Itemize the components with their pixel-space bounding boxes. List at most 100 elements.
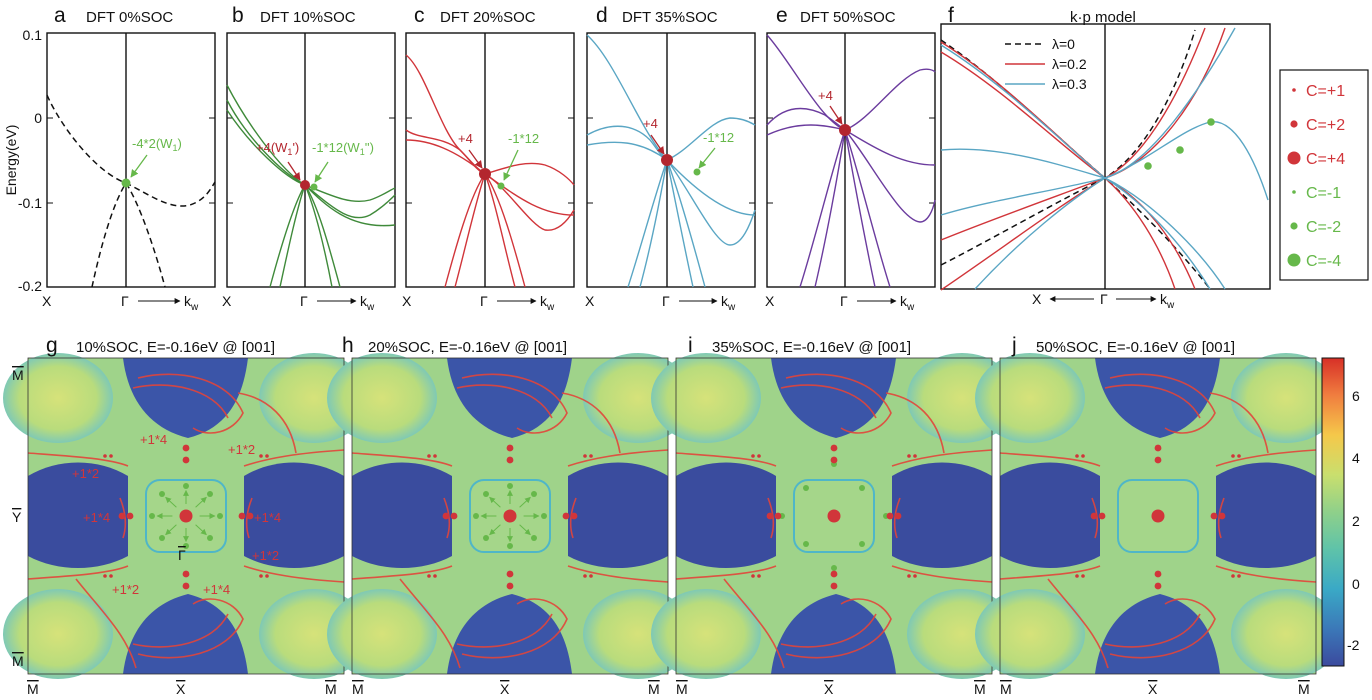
fs-arc-1 (780, 384, 877, 419)
panel-e: +4 (766, 32, 936, 288)
fs-weyl-red-pair-a-2 (1154, 444, 1162, 452)
fs-arc-3 (351, 452, 453, 467)
energy-tick-0: 0 (34, 110, 42, 126)
kp-weyl-3 (1207, 118, 1215, 126)
fs-weyl-red-small-a-1 (1231, 454, 1235, 458)
fs-arc-2 (1209, 392, 1269, 454)
band-c-3 (405, 139, 575, 216)
fs-weyl-red-small-b-3 (1237, 574, 1241, 578)
bottom-panel-titles: g 10%SOC, E=-0.16eV @ [001] h 20%SOC, E=… (46, 334, 1235, 357)
fs-weyl-green-7 (207, 535, 213, 541)
fs-arc-6 (1104, 613, 1201, 648)
fs-panel-1 (327, 353, 693, 679)
g-ann-0: +1*4 (140, 432, 167, 447)
fs-arc-0 (137, 373, 244, 434)
fs-blue-bottom (123, 594, 248, 674)
fs-arc-4 (891, 449, 993, 467)
fs-blue-bottom (771, 594, 896, 674)
fs-hump-tl (651, 353, 761, 443)
fs-arc-1 (132, 384, 229, 419)
fs-weyl-red-small-b-2 (109, 574, 113, 578)
gamma-f: Γ (1100, 291, 1108, 307)
fs-weyl-red-pair-b-0 (126, 512, 134, 520)
top-xaxis-labels: X Γ kw X Γ kw X Γ kw X Γ kw X Γ kw X Γ k… (42, 291, 1175, 313)
panel-letter-d: d (596, 4, 608, 27)
g-ann-5: +1*2 (252, 548, 279, 563)
fs-arc-0 (785, 373, 892, 434)
band-c-1 (405, 54, 575, 186)
fs-hump-bl (975, 589, 1085, 679)
weyl-point-d-green (693, 168, 701, 176)
xlabel-d: X (585, 293, 595, 309)
fs-weyl-red-pair-b-2 (182, 456, 190, 464)
fs-weyl-red-pair-a-3 (1154, 570, 1162, 578)
annotation-b-green: -1*12(W1'') (312, 140, 374, 157)
fs-blue-right-core (892, 462, 992, 568)
kp-lambda0-1 (940, 29, 1196, 179)
xlabel-a: X (42, 293, 52, 309)
fs-weyl-red-small-a-0 (103, 454, 107, 458)
kp-legend: λ=0 λ=0.2 λ=0.3 (1005, 36, 1087, 92)
fs-weyl-red-pair-a-1 (562, 512, 570, 520)
fs-weyl-green-0 (473, 513, 479, 519)
panel-title-e: DFT 50%SOC (800, 9, 896, 26)
fs-blue-top (447, 358, 572, 438)
fs-weyl-red-small-b-0 (1081, 454, 1085, 458)
fs-arc-3 (27, 452, 129, 467)
fs-arc-0 (461, 373, 568, 434)
fs-arc-6 (132, 613, 229, 648)
fs-arc-5 (785, 598, 892, 659)
fs-panel-3 (975, 353, 1341, 679)
fs-weyl-red-small-a-2 (103, 574, 107, 578)
chern-swatch-plus2 (1290, 120, 1298, 128)
annotation-b-red: +4(W1') (256, 140, 299, 157)
band-e-3 (766, 124, 936, 166)
colorbar: 6 4 2 0 -2 (1321, 357, 1360, 667)
fs-weyl-green-arrow-5 (519, 496, 531, 508)
fs-arc-8 (27, 565, 129, 580)
fs-weyl-red-pair-a-2 (506, 444, 514, 452)
fs-blue-left-core (352, 462, 452, 568)
fs-weyl-green-3 (183, 543, 189, 549)
kp-lambda03-3 (940, 177, 1226, 290)
panel-a: -4*2(W1) (46, 32, 216, 288)
kp-lambda02-2 (940, 27, 1226, 179)
fs-weyl-red-small-b-0 (757, 454, 761, 458)
fs-weyl-red-small-a-3 (583, 574, 587, 578)
fs-arc-4 (567, 449, 669, 467)
fs-weyl-red-small-b-1 (265, 454, 269, 458)
colorbar-gradient (1321, 357, 1345, 667)
g-annotations: +1*4 +1*2 +1*2 +1*4 +1*4 +1*2 +1*2 +1*4 (72, 432, 281, 597)
fs-arc-2 (561, 392, 621, 454)
fs-weyl-red-small-a-3 (259, 574, 263, 578)
kp-weyl-1 (1144, 162, 1152, 170)
fs-weyl-green-arrow-7 (519, 524, 531, 536)
g-ann-7: +1*4 (203, 582, 230, 597)
fs-arc-6 (780, 613, 877, 648)
xlabel-f: X (1032, 291, 1042, 307)
panel-b-frame (226, 32, 396, 288)
panel-d: +4 -1*12 (586, 32, 756, 288)
band-b-2 (226, 99, 396, 202)
colorbar-tick-0: 0 (1352, 576, 1360, 592)
fs-frame (351, 357, 669, 675)
band-a-2 (91, 181, 166, 288)
bz-M-b8: M (1298, 681, 1310, 697)
arrow-d-red (650, 134, 665, 155)
fs-weyl-red-small-b-2 (757, 574, 761, 578)
bz-M-b5: M (676, 681, 688, 697)
arrow-b-red (287, 161, 301, 181)
bz-labels: M Y M M X M M X M M X M M X M Γ (12, 367, 1310, 697)
fs-weyl-red-small-b-3 (913, 574, 917, 578)
fs-arc-3 (999, 452, 1101, 467)
fs-weyl-red-pair-b-1 (1218, 512, 1226, 520)
panel-title-j: 50%SOC, E=-0.16eV @ [001] (1036, 339, 1235, 356)
bz-Y-left: Y (12, 509, 22, 525)
fs-weyl-red-small-a-3 (907, 574, 911, 578)
fs-weyl-red-pair-a-0 (1090, 512, 1098, 520)
panel-letter-e: e (776, 4, 788, 27)
arrow-c-green (503, 149, 519, 181)
fs-arc-7 (399, 578, 461, 669)
xlabel-b: X (222, 293, 232, 309)
fs-weyl-green-arrow-5 (195, 496, 207, 508)
